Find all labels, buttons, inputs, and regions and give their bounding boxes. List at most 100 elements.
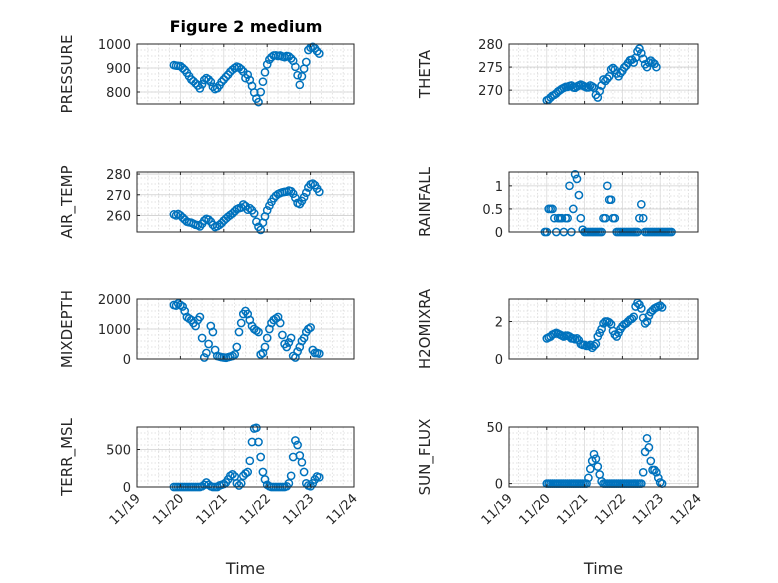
y-axis-label: TERR_MSL xyxy=(58,417,77,496)
data-point xyxy=(288,189,298,199)
data-point xyxy=(565,181,574,191)
data-point xyxy=(195,312,205,322)
data-points xyxy=(542,298,667,353)
axes-box xyxy=(136,426,355,488)
data-point xyxy=(644,58,654,67)
data-point xyxy=(249,209,259,218)
data-point xyxy=(204,215,213,224)
chart-sun_flux: 0 50 SUN_FLUX 11/19 11/20 11/21 11/22 11/23 11/2… xyxy=(416,419,705,578)
y-tick-label: 0 xyxy=(123,481,131,496)
data-point xyxy=(606,65,616,74)
data-point xyxy=(178,302,187,311)
data-point xyxy=(252,326,261,335)
data-point xyxy=(557,213,567,223)
y-tick-label: 800 xyxy=(106,86,131,101)
data-point xyxy=(610,213,620,223)
figure-title: Figure 2 medium xyxy=(170,17,323,36)
data-point xyxy=(584,83,593,92)
data-point xyxy=(293,440,302,450)
y-tick-label: 280 xyxy=(106,168,131,183)
y-axis-label: H2OMIXRA xyxy=(416,288,434,369)
x-axis-label: Time xyxy=(583,559,623,578)
y-tick-label: 260 xyxy=(106,209,131,224)
y-tick-label: 0 xyxy=(495,478,503,493)
data-point xyxy=(587,82,597,91)
data-point xyxy=(254,97,263,107)
data-point xyxy=(199,353,209,362)
x-tick-label: 11/19 xyxy=(479,491,516,528)
data-points xyxy=(169,423,324,492)
x-tick-label: 11/22 xyxy=(592,491,629,528)
data-point xyxy=(282,342,292,352)
data-point xyxy=(236,318,246,328)
data-point xyxy=(219,75,229,84)
x-tick-label: 11/21 xyxy=(554,491,591,528)
data-point xyxy=(252,423,261,433)
y-tick-label: 270 xyxy=(478,84,503,99)
x-tick-label: 11/23 xyxy=(280,491,317,528)
y-axis-label: MIXDEPTH xyxy=(58,290,76,368)
y-tick-label: 270 xyxy=(106,189,131,204)
data-point xyxy=(572,174,582,184)
data-point xyxy=(243,205,253,215)
x-tick-label: 11/20 xyxy=(150,491,187,528)
y-tick-label: 1000 xyxy=(98,38,131,53)
data-point xyxy=(197,333,207,343)
data-point xyxy=(597,324,606,334)
y-tick-label: 2 xyxy=(495,316,503,331)
data-point xyxy=(234,327,244,337)
data-point xyxy=(299,192,309,202)
data-points xyxy=(169,299,324,363)
axes-box xyxy=(508,298,699,360)
chart-air_temp: 260 270 280 AIR_TEMP xyxy=(58,165,355,239)
y-axis-label: THETA xyxy=(416,49,434,99)
data-point xyxy=(260,67,270,77)
data-point xyxy=(258,467,268,477)
chart-mixdepth: 0 1000 2000 MIXDEPTH xyxy=(58,290,355,368)
data-point xyxy=(262,333,272,343)
data-point xyxy=(202,348,211,358)
data-point xyxy=(245,203,255,213)
y-tick-label: 0.5 xyxy=(482,203,503,218)
y-tick-label: 50 xyxy=(486,421,503,436)
data-point xyxy=(243,70,253,80)
data-point xyxy=(256,87,266,97)
data-point xyxy=(548,204,557,214)
axes-box xyxy=(508,426,699,488)
x-tick-label: 11/24 xyxy=(324,491,361,528)
grid-lines xyxy=(508,299,699,360)
data-point xyxy=(262,60,272,69)
data-point xyxy=(602,181,612,191)
data-point xyxy=(635,213,644,223)
data-point xyxy=(286,471,296,481)
data-point xyxy=(574,190,584,200)
chart-h2omixra: 0 2 H2OMIXRA xyxy=(416,288,699,369)
data-point xyxy=(593,462,603,471)
data-point xyxy=(297,72,307,81)
data-point xyxy=(254,327,263,337)
data-point xyxy=(256,452,266,462)
x-tick-label: 11/22 xyxy=(237,491,274,528)
data-points xyxy=(542,44,661,105)
y-axis-label: RAINFALL xyxy=(416,166,434,237)
data-point xyxy=(629,58,639,67)
data-point xyxy=(208,327,218,337)
data-point xyxy=(293,70,302,80)
data-point xyxy=(197,79,207,89)
data-point xyxy=(638,467,648,477)
data-point xyxy=(260,342,270,352)
data-point xyxy=(297,457,307,467)
data-point xyxy=(291,62,300,72)
data-point xyxy=(291,436,300,445)
data-point xyxy=(576,213,586,223)
data-point xyxy=(606,195,616,205)
data-point xyxy=(206,77,216,87)
y-tick-label: 500 xyxy=(106,444,131,459)
axes-box xyxy=(508,171,699,233)
data-point xyxy=(584,473,593,483)
data-point xyxy=(234,481,244,490)
data-point xyxy=(286,333,296,343)
axes-box xyxy=(136,43,355,105)
x-tick-label: 11/21 xyxy=(194,491,231,528)
